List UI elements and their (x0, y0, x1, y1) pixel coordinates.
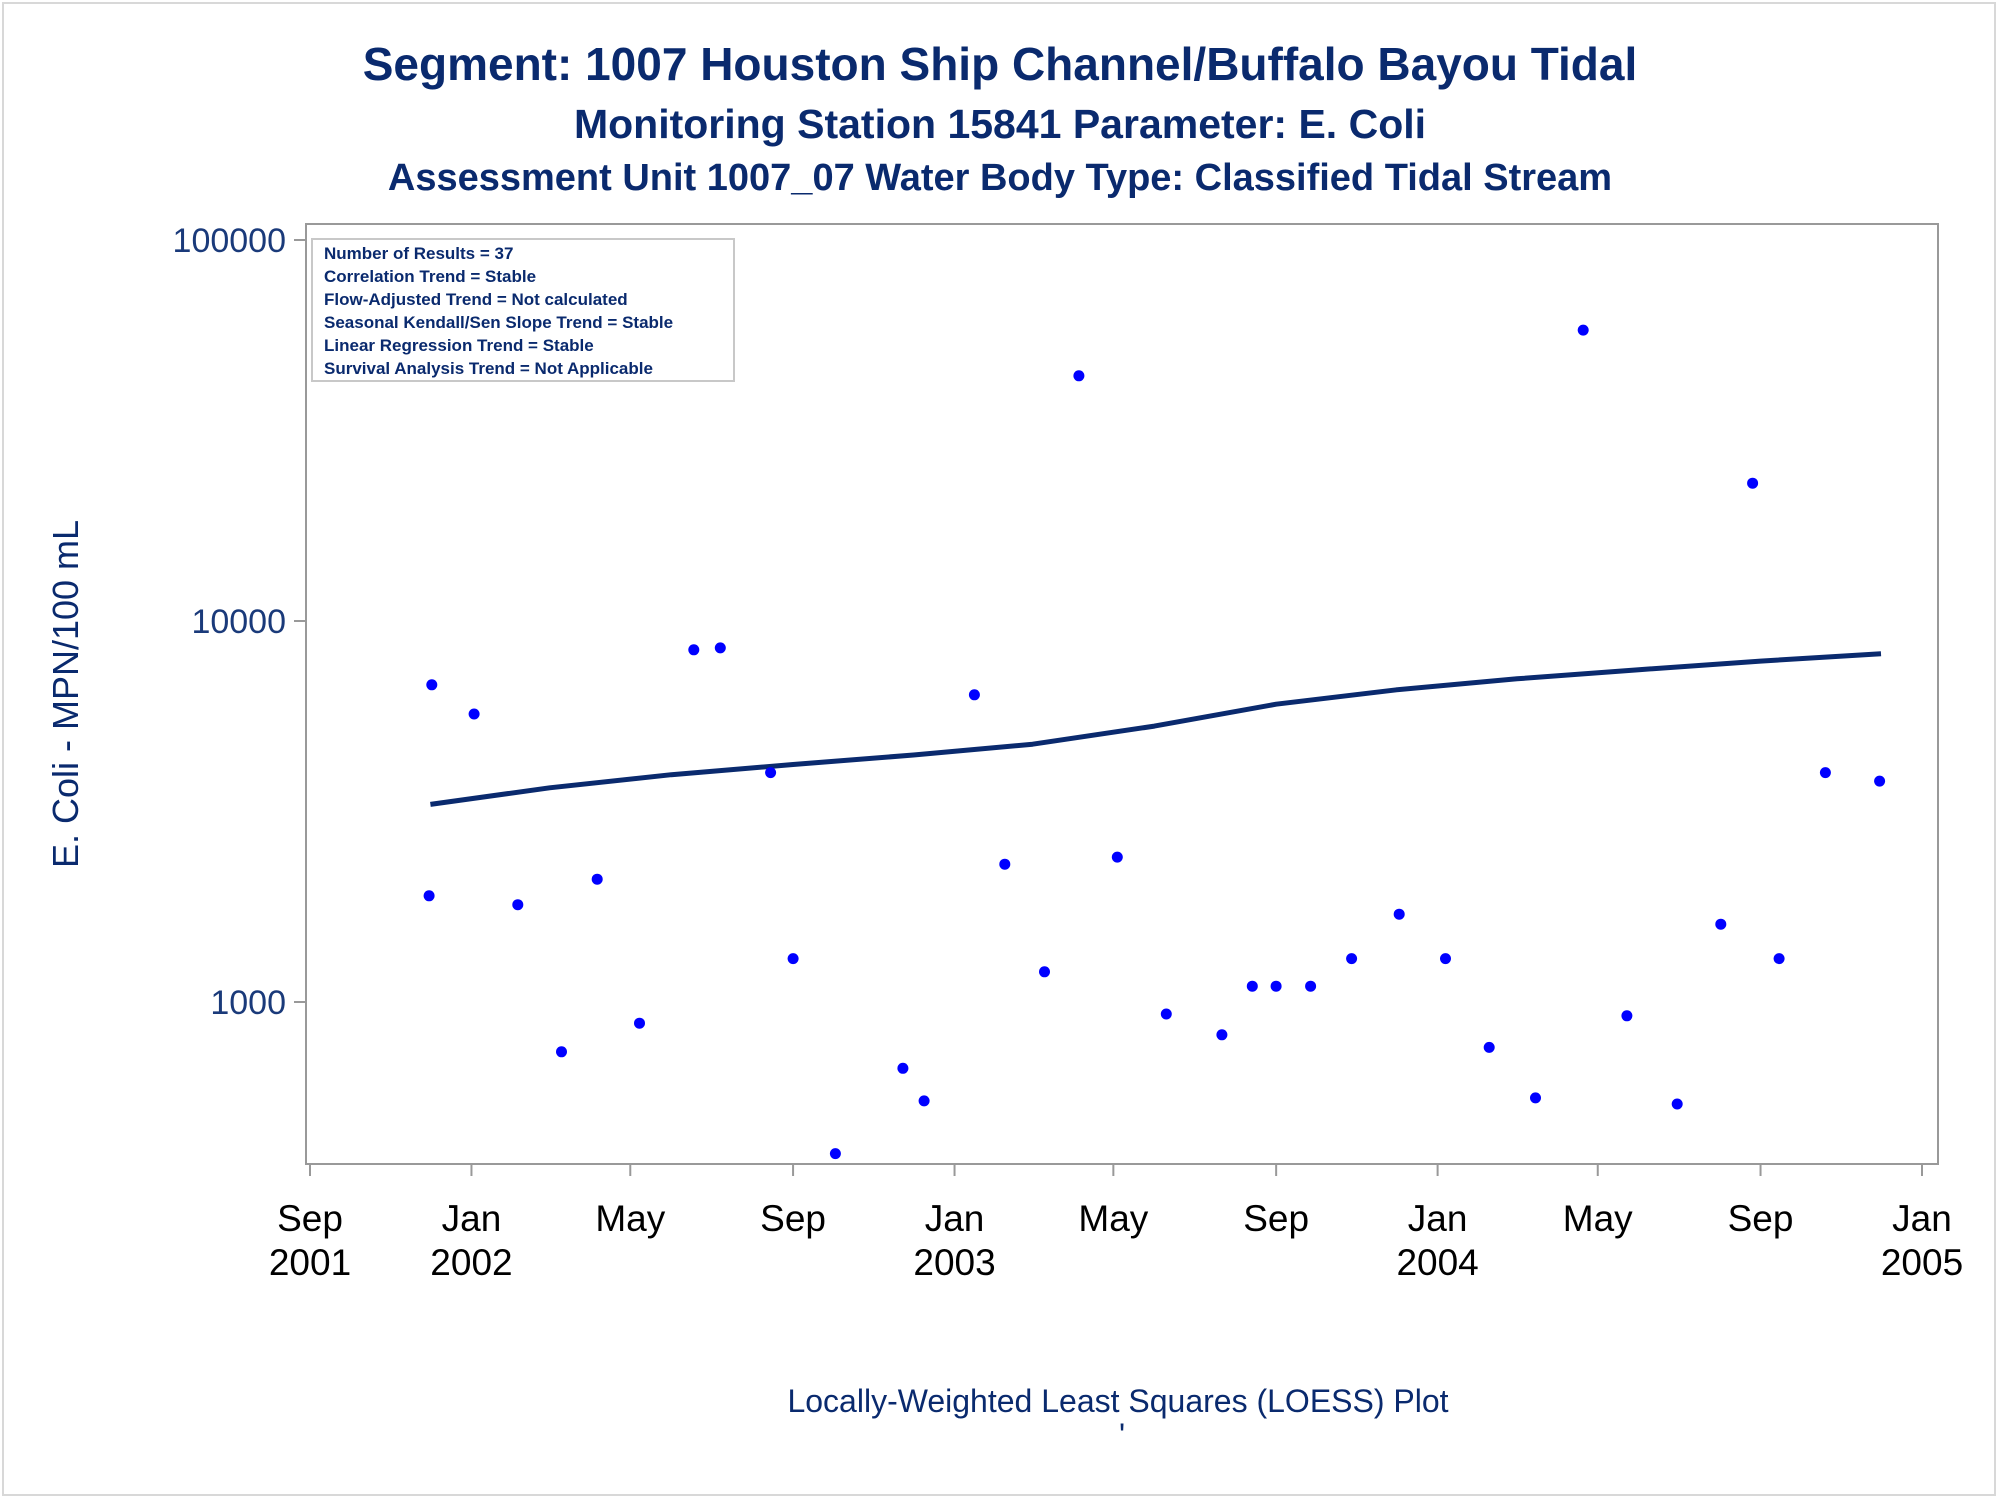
data-point (1039, 966, 1050, 978)
data-point (468, 708, 480, 720)
stats-correlation-trend: Correlation Trend = Stable (324, 267, 536, 286)
footnote-mark: ' (1119, 1417, 1125, 1453)
data-point (1111, 851, 1123, 863)
chart-title-line-1: Segment: 1007 Houston Ship Channel/Buffa… (363, 38, 1638, 90)
x-tick-label-year: 2005 (1881, 1242, 1963, 1283)
x-tick-label-month: Sep (1728, 1198, 1794, 1239)
stats-survival-analysis-trend: Survival Analysis Trend = Not Applicable (324, 359, 653, 378)
data-point (1577, 324, 1589, 336)
x-tick-label-year: 2001 (269, 1242, 351, 1283)
data-point (1393, 908, 1405, 920)
stats-linear-regression-trend: Linear Regression Trend = Stable (324, 336, 594, 355)
data-point (1773, 953, 1785, 965)
data-point (1073, 370, 1085, 382)
trend-stats-box: Number of Results = 37 Correlation Trend… (311, 238, 735, 382)
loess-trend-line-group (430, 651, 1882, 807)
data-point (426, 679, 438, 691)
data-point (1671, 1098, 1683, 1110)
data-point (999, 858, 1011, 870)
x-tick-label-month: Jan (1408, 1198, 1468, 1239)
data-point (1160, 1008, 1172, 1020)
data-point (634, 1017, 645, 1029)
data-point (1270, 980, 1282, 992)
data-point (1715, 918, 1727, 930)
data-point (1530, 1092, 1541, 1104)
y-tick-label: 10000 (191, 603, 286, 641)
data-point (1246, 980, 1258, 992)
footnote-plot-type: Locally-Weighted Least Squares (LOESS) P… (787, 1383, 1448, 1419)
chart-title-line-3: Assessment Unit 1007_07 Water Body Type:… (388, 157, 1612, 199)
data-point (556, 1046, 567, 1058)
data-point (1621, 1010, 1633, 1022)
x-tick-label-year: 2004 (1396, 1242, 1478, 1283)
chart-title-line-2: Monitoring Station 15841 Parameter: E. C… (574, 101, 1426, 147)
data-point (1346, 953, 1358, 965)
data-point (918, 1095, 930, 1107)
data-point (688, 644, 700, 656)
data-point (512, 899, 524, 911)
data-point (591, 873, 603, 885)
loess-trend-line (430, 651, 1882, 807)
data-points-group (423, 324, 1886, 1160)
x-tick-label-month: May (595, 1198, 665, 1239)
x-tick-label-year: 2003 (913, 1242, 995, 1283)
stats-seasonal-kendall-trend: Seasonal Kendall/Sen Slope Trend = Stabl… (324, 313, 673, 332)
stats-number-of-results: Number of Results = 37 (324, 244, 513, 263)
x-tick-label-month: May (1563, 1198, 1633, 1239)
data-point (1747, 477, 1759, 489)
x-tick-label-month: Sep (277, 1198, 343, 1239)
data-point (1440, 953, 1451, 965)
data-point (829, 1148, 841, 1160)
x-tick-label-month: Jan (442, 1198, 502, 1239)
stats-flow-adjusted-trend: Flow-Adjusted Trend = Not calculated (324, 290, 628, 309)
y-tick-label: 1000 (210, 984, 286, 1022)
y-axis-label: E. Coli - MPN/100 mL (45, 520, 86, 868)
y-axis: 1000 10000 100000 (173, 222, 307, 1164)
x-tick-label-year: 2002 (430, 1242, 512, 1283)
data-point (765, 767, 777, 779)
data-point (787, 953, 799, 965)
data-point (714, 642, 726, 654)
data-point (897, 1062, 909, 1074)
data-point (1819, 767, 1831, 779)
x-tick-label-month: Sep (1243, 1198, 1309, 1239)
x-tick-label-month: May (1078, 1198, 1148, 1239)
x-tick-label-month: Jan (925, 1198, 985, 1239)
data-point (1874, 775, 1886, 787)
data-point (423, 890, 435, 902)
data-point (968, 689, 980, 701)
data-point (1305, 980, 1317, 992)
stats-box-border (311, 238, 735, 382)
y-tick-label: 100000 (173, 222, 286, 260)
data-point (1216, 1029, 1228, 1041)
data-point (1483, 1041, 1495, 1053)
x-tick-label-month: Jan (1892, 1198, 1952, 1239)
x-tick-label-month: Sep (760, 1198, 826, 1239)
